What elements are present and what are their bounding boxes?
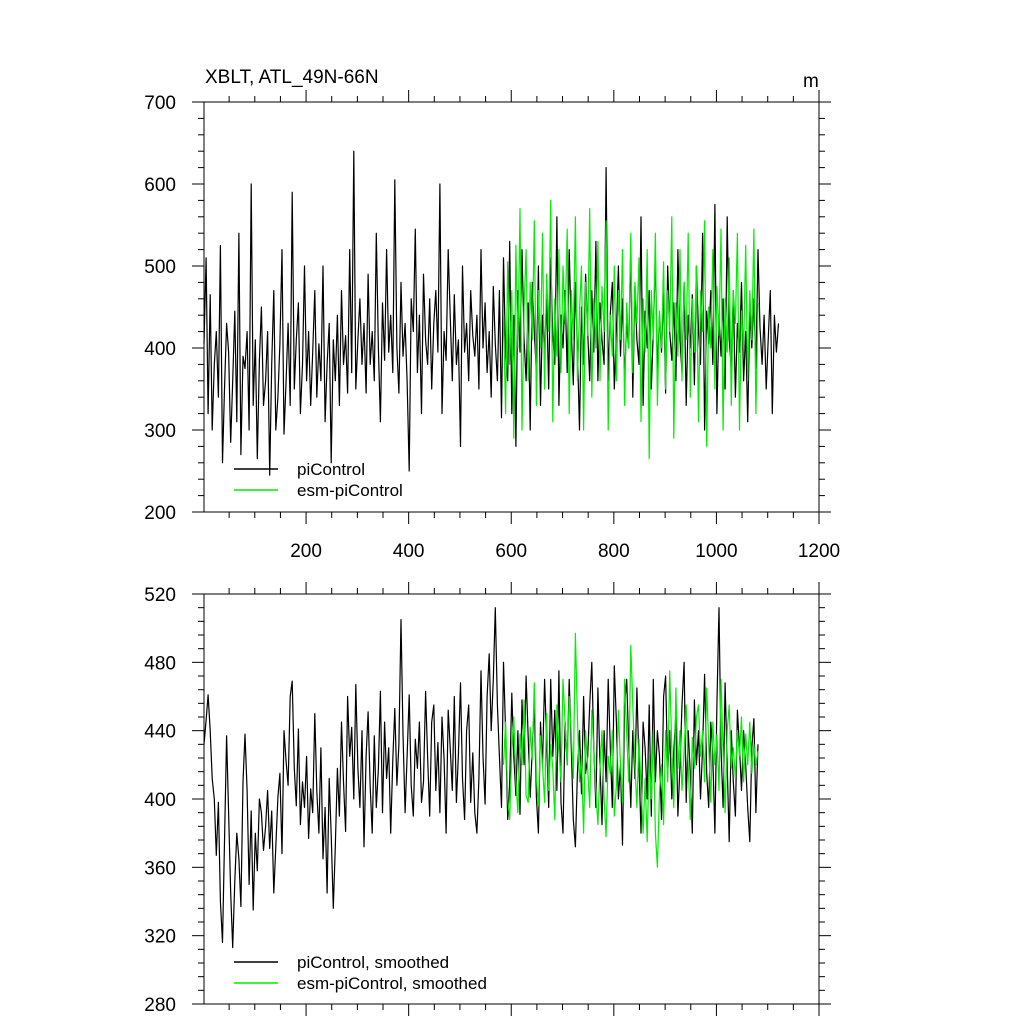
y-tick-label: 300 — [144, 421, 176, 442]
top-plot-frame — [203, 101, 820, 513]
y-tick-label: 600 — [144, 175, 176, 196]
y-tick-label: 400 — [144, 790, 176, 811]
x-tick-label: 1000 — [695, 541, 737, 562]
y-tick-label: 480 — [144, 653, 176, 674]
y-tick-label: 360 — [144, 858, 176, 879]
top-legend: piControl esm-piControl — [234, 460, 403, 500]
y-tick-label: 520 — [144, 585, 176, 606]
y-tick-label: 500 — [144, 257, 176, 278]
bottom-plot-frame — [203, 593, 820, 1005]
y-tick-label: 280 — [144, 995, 176, 1016]
x-tick-label: 200 — [290, 541, 322, 562]
y-tick-label: 200 — [144, 503, 176, 524]
y-tick-label: 400 — [144, 339, 176, 360]
legend-label-esm-picontrol: esm-piControl — [297, 481, 403, 500]
bottom-legend: piControl, smoothed esm-piControl, smoot… — [234, 953, 487, 993]
panel-top: XBLT, ATL_49N-66N m 20030040050060070020… — [144, 67, 840, 562]
units-label: m — [803, 71, 819, 92]
panel-bottom: 280 320 360 400 440 480 520 piControl, smoothe… — [144, 582, 831, 1016]
bottom-axis-ticks — [192, 582, 831, 1016]
x-tick-label: 400 — [393, 541, 425, 562]
y-tick-label: 700 — [144, 93, 176, 114]
series-line-esm-picontrol-smoothed — [502, 632, 759, 868]
y-tick-label: 320 — [144, 927, 176, 948]
x-tick-label: 800 — [598, 541, 630, 562]
legend-label-picontrol-smoothed: piControl, smoothed — [297, 953, 449, 972]
series-line-esm-picontrol — [502, 199, 759, 460]
top-axis-tick-labels: 200 300 400 500 600 700 200 400 600 800 1000 1200 — [144, 93, 840, 562]
y-tick-label: 440 — [144, 722, 176, 743]
x-tick-label: 1200 — [798, 541, 840, 562]
bottom-axis-tick-labels: 280 320 360 400 440 480 520 — [144, 585, 176, 1016]
top-axis-ticks — [192, 90, 831, 524]
legend-label-esm-picontrol-smoothed: esm-piControl, smoothed — [297, 974, 487, 993]
chart-title: XBLT, ATL_49N-66N — [205, 67, 379, 88]
x-tick-label: 600 — [495, 541, 527, 562]
series-line-picontrol-smoothed — [203, 607, 759, 949]
legend-label-picontrol: piControl — [297, 460, 365, 479]
